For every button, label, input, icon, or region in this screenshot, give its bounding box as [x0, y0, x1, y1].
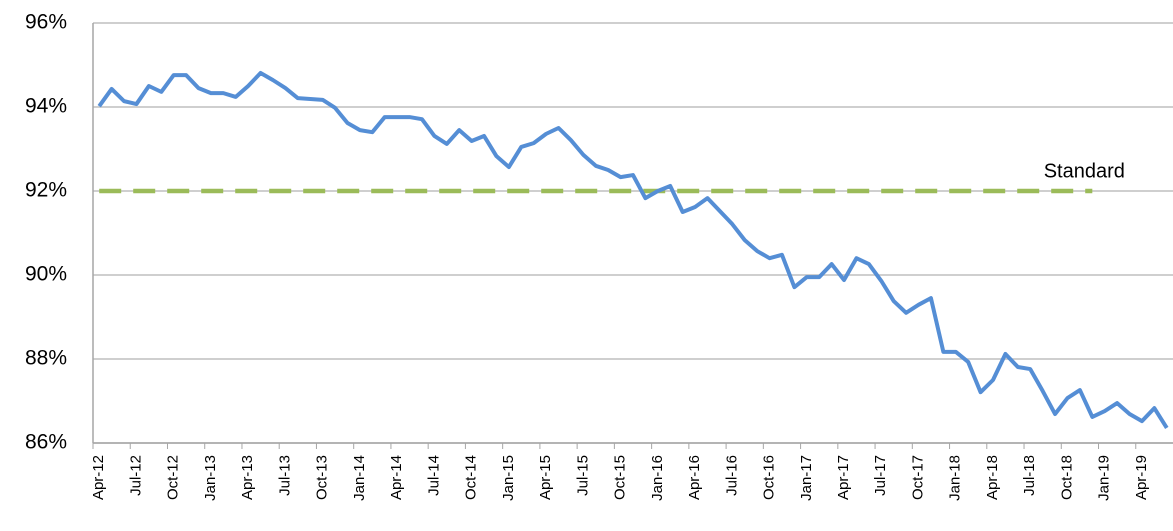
x-tick-label: Jul-16	[723, 455, 740, 496]
y-tick-label: 90%	[25, 263, 67, 286]
data-line	[97, 70, 1169, 429]
x-tick-label: Oct-17	[909, 455, 926, 500]
x-tick-label: Oct-18	[1058, 455, 1075, 500]
y-tick-label: 94%	[25, 95, 67, 118]
x-tick-label: Apr-13	[239, 455, 256, 500]
x-tick-label: Apr-18	[984, 455, 1001, 500]
x-tick-label: Apr-17	[835, 455, 852, 500]
y-tick-label: 92%	[25, 179, 67, 202]
x-tick-label: Jul-12	[127, 455, 144, 496]
x-tick-label: Apr-16	[686, 455, 703, 500]
x-tick-label: Apr-15	[537, 455, 554, 500]
x-tick-label: Jan-19	[1096, 455, 1113, 501]
y-tick-label: 86%	[25, 431, 67, 454]
x-tick-label: Jan-14	[351, 455, 368, 501]
x-tick-label: Apr-12	[90, 455, 107, 500]
x-tick-label: Apr-14	[388, 455, 405, 500]
x-tick-label: Oct-14	[463, 455, 480, 500]
x-tick-label: Jul-18	[1021, 455, 1038, 496]
x-tick-label: Jan-18	[947, 455, 964, 501]
y-tick-label: 96%	[25, 11, 67, 34]
x-tick-label: Jan-16	[649, 455, 666, 501]
x-tick-label: Jul-17	[872, 455, 889, 496]
x-tick-label: Jul-13	[276, 455, 293, 496]
x-tick-label: Oct-12	[165, 455, 182, 500]
line-label: Standard	[1044, 160, 1125, 182]
x-tick-label: Jul-14	[425, 455, 442, 496]
x-tick-label: Jan-13	[202, 455, 219, 501]
x-tick-label: Oct-16	[761, 455, 778, 500]
x-tick-label: Jan-17	[798, 455, 815, 501]
x-tick-label: Jan-15	[500, 455, 517, 501]
x-tick-label: Jul-15	[574, 455, 591, 496]
x-tick-label: Oct-13	[314, 455, 331, 500]
x-tick-label: Oct-15	[612, 455, 629, 500]
x-tick-label: Apr-19	[1133, 455, 1150, 500]
y-tick-label: 88%	[25, 347, 67, 370]
